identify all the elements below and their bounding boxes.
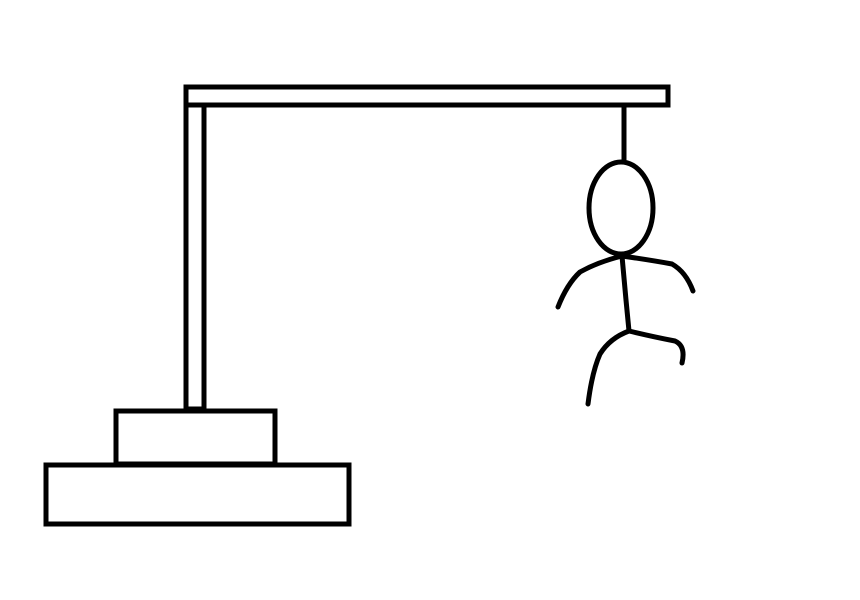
hanged-figure bbox=[555, 159, 696, 407]
base-step-bottom bbox=[43, 462, 352, 527]
figure-right-leg bbox=[626, 328, 686, 366]
figure-left-arm bbox=[555, 253, 625, 310]
figure-left-leg bbox=[585, 328, 632, 407]
figure-right-arm bbox=[619, 253, 696, 294]
figure-head bbox=[586, 159, 656, 257]
upright-post bbox=[183, 84, 207, 412]
figure-torso bbox=[619, 253, 632, 334]
crossbeam bbox=[183, 84, 671, 108]
gallows bbox=[43, 84, 671, 527]
base-step-top bbox=[113, 408, 278, 467]
